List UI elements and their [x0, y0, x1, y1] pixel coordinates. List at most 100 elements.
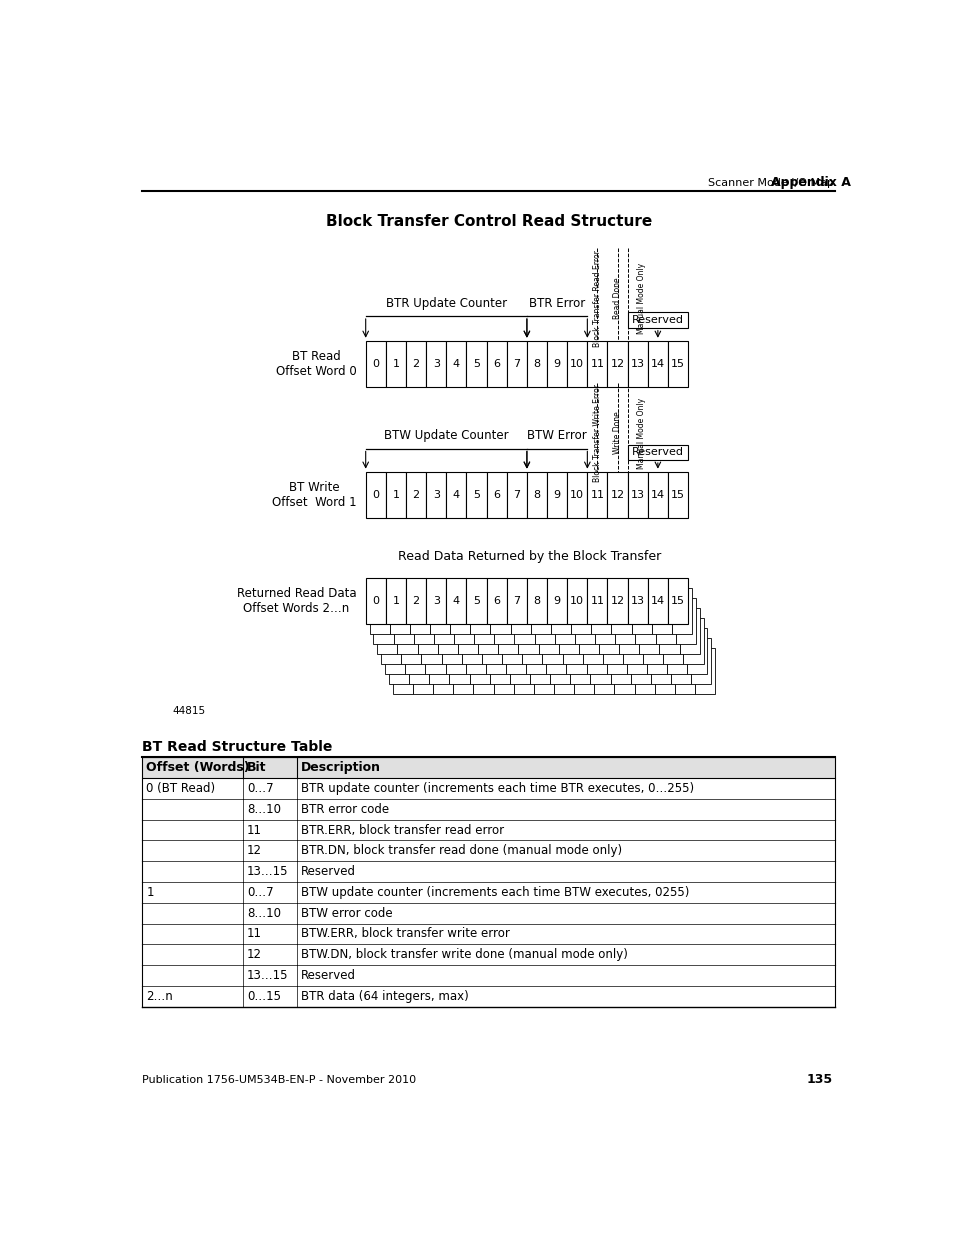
Bar — [493, 648, 513, 694]
Text: 0…7: 0…7 — [247, 885, 274, 899]
Bar — [562, 618, 582, 664]
Bar — [666, 627, 686, 674]
Bar — [441, 618, 461, 664]
Bar — [627, 341, 647, 387]
Bar — [630, 638, 650, 684]
Bar — [595, 598, 615, 645]
Bar — [397, 608, 417, 655]
Text: 9: 9 — [553, 490, 560, 500]
Bar — [654, 648, 674, 694]
Text: 12: 12 — [610, 597, 624, 606]
Text: Reserved: Reserved — [301, 969, 356, 982]
Bar — [567, 341, 587, 387]
Bar — [607, 578, 627, 624]
Text: 5: 5 — [473, 359, 479, 369]
Bar — [667, 472, 687, 517]
Text: 13: 13 — [630, 359, 644, 369]
Bar — [622, 618, 642, 664]
Text: 8: 8 — [533, 597, 540, 606]
Text: 9: 9 — [553, 359, 560, 369]
Bar — [586, 627, 606, 674]
Bar — [651, 588, 671, 634]
Text: BT Write
Offset  Word 1: BT Write Offset Word 1 — [272, 480, 356, 509]
Text: BTW Error: BTW Error — [527, 430, 586, 442]
Bar — [365, 341, 385, 387]
Bar — [566, 627, 586, 674]
Text: BTR error code: BTR error code — [301, 803, 389, 816]
Text: Manual Mode Only: Manual Mode Only — [637, 398, 645, 468]
Text: 13: 13 — [630, 597, 644, 606]
Bar — [662, 618, 682, 664]
Bar — [489, 638, 509, 684]
Bar — [385, 627, 405, 674]
Text: 11: 11 — [590, 490, 604, 500]
Bar — [446, 578, 466, 624]
Bar — [626, 627, 646, 674]
Bar — [675, 598, 695, 645]
Text: 13: 13 — [630, 490, 644, 500]
Bar — [510, 588, 530, 634]
Text: 12: 12 — [247, 948, 262, 961]
Bar — [591, 588, 611, 634]
Bar — [627, 445, 687, 461]
Bar — [610, 638, 630, 684]
Bar — [521, 618, 542, 664]
Text: 1: 1 — [146, 885, 153, 899]
Bar — [394, 598, 414, 645]
Text: 44815: 44815 — [172, 705, 205, 715]
Bar — [385, 578, 406, 624]
Text: 0…7: 0…7 — [247, 782, 274, 795]
Bar — [457, 608, 477, 655]
Text: 9: 9 — [553, 597, 560, 606]
Text: 13…15: 13…15 — [247, 864, 289, 878]
Text: 2: 2 — [412, 597, 419, 606]
Bar — [405, 627, 425, 674]
Bar — [647, 341, 667, 387]
Bar — [437, 608, 457, 655]
Bar — [446, 341, 466, 387]
Bar — [594, 648, 614, 694]
Bar — [414, 598, 434, 645]
Bar — [671, 588, 691, 634]
Bar — [574, 648, 594, 694]
Bar — [627, 578, 647, 624]
Bar — [417, 608, 437, 655]
Bar — [526, 578, 546, 624]
Bar — [506, 341, 526, 387]
Bar — [406, 341, 426, 387]
Bar — [501, 618, 521, 664]
Text: 11: 11 — [590, 359, 604, 369]
Text: BTR update counter (increments each time BTR executes, 0…255): BTR update counter (increments each time… — [301, 782, 694, 795]
Bar — [377, 608, 397, 655]
Bar — [409, 638, 429, 684]
Bar — [426, 341, 446, 387]
Text: 4: 4 — [453, 359, 459, 369]
Bar — [642, 618, 662, 664]
Bar — [413, 648, 433, 694]
Bar — [655, 598, 675, 645]
Bar — [509, 638, 530, 684]
Text: 14: 14 — [650, 597, 664, 606]
Bar — [537, 608, 558, 655]
Text: 3: 3 — [433, 597, 439, 606]
Text: 11: 11 — [590, 597, 604, 606]
Text: 10: 10 — [570, 490, 583, 500]
Bar — [607, 472, 627, 517]
Bar — [142, 757, 835, 778]
Text: 4: 4 — [453, 597, 459, 606]
Text: Publication 1756-UM534B-EN-P - November 2010: Publication 1756-UM534B-EN-P - November … — [142, 1074, 416, 1084]
Bar — [389, 638, 409, 684]
Bar — [365, 578, 385, 624]
Bar — [530, 638, 550, 684]
Bar — [473, 648, 493, 694]
Bar — [513, 648, 534, 694]
Bar — [453, 648, 473, 694]
Bar — [410, 588, 430, 634]
Text: 11: 11 — [247, 824, 262, 836]
Text: 0…15: 0…15 — [247, 990, 281, 1003]
Text: Scanner Mode I/O Map: Scanner Mode I/O Map — [707, 178, 833, 188]
Text: Bit: Bit — [247, 761, 266, 774]
Bar — [587, 341, 607, 387]
Text: 14: 14 — [650, 490, 664, 500]
Text: 8: 8 — [533, 490, 540, 500]
